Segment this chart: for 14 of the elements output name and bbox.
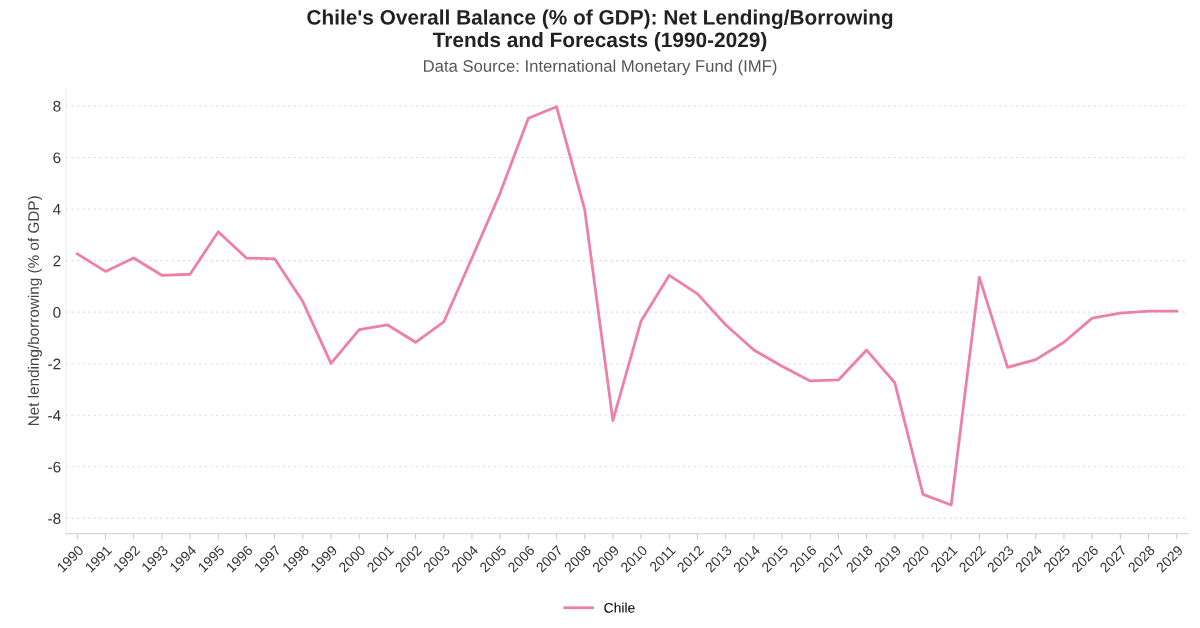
- y-tick-label: 8: [53, 100, 61, 112]
- y-tick-label: 0: [53, 307, 61, 318]
- chart-subtitle: Data Source: International Monetary Fund (IMF): [423, 59, 777, 76]
- y-tick-label: -6: [48, 461, 61, 473]
- chart-title: Chile's Overall Balance (% of GDP): Net Lending/Borrowing Trends and Forecasts (1990-2029): [307, 9, 893, 52]
- y-tick-label: -8: [48, 513, 61, 525]
- y-tick-label: -2: [48, 358, 61, 370]
- y-tick-label: 4: [52, 204, 61, 215]
- line-series: [75, 105, 1179, 507]
- y-tick-label: 6: [53, 152, 61, 164]
- y-axis-title: Net lending/borrowing (% of GDP): [27, 196, 42, 426]
- y-tick-label: -4: [48, 410, 61, 421]
- y-tick-label: 2: [53, 255, 61, 267]
- legend-label: Chile: [604, 602, 635, 613]
